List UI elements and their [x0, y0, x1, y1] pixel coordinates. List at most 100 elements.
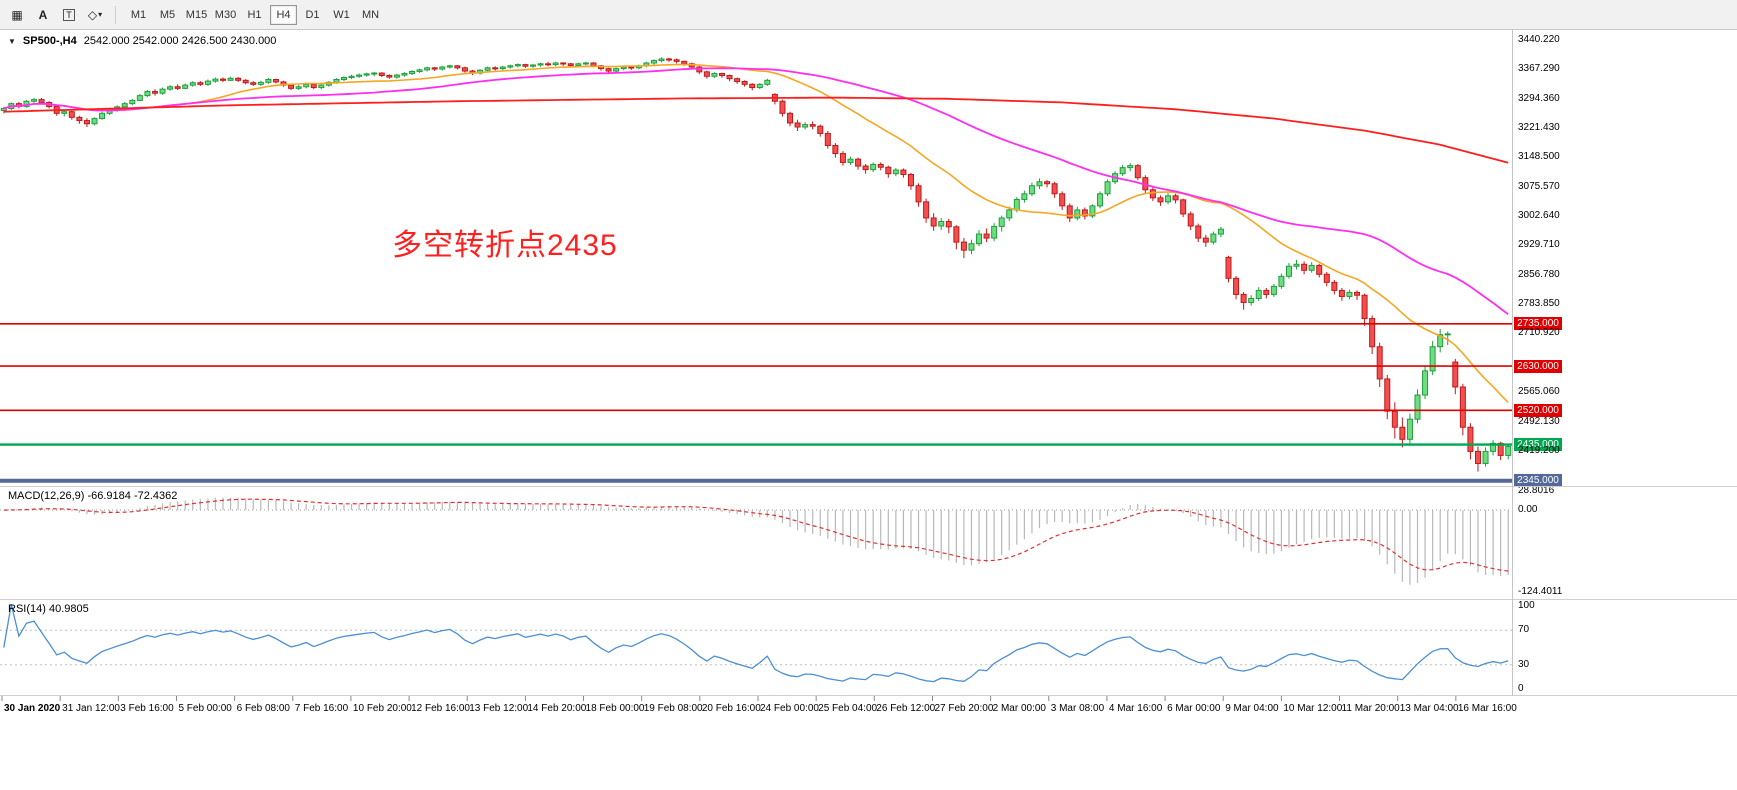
price-chart-panel: ▼ SP500-,H4 2542.000 2542.000 2426.500 2…: [0, 30, 1737, 488]
time-axis[interactable]: 30 Jan 2020 31 Jan 12:00 3 Feb 16:00 5 Feb …: [0, 696, 1737, 790]
rsi-canvas[interactable]: [0, 600, 1737, 695]
macd-signal-line: [3, 498, 1509, 572]
time-axis-label: 26 Feb 12:00: [876, 703, 936, 714]
time-axis-label: 5 Feb 00:00: [178, 703, 232, 714]
ma-mid-line: [3, 67, 1509, 316]
timeframe-button-m5[interactable]: M5: [154, 5, 181, 25]
time-axis-label: 18 Feb 00:00: [585, 703, 645, 714]
panel-separator: [0, 695, 1737, 696]
time-axis-label: 6 Feb 08:00: [236, 703, 290, 714]
text-label-tool-button[interactable]: T: [57, 4, 81, 26]
time-axis-label: 9 Mar 04:00: [1225, 703, 1279, 714]
price-axis-label: 3367.290: [1518, 63, 1560, 75]
top-toolbar: ▦ A T ◇ ▾ M1 M5 M15 M30 H1 H4 D1 W1 MN: [0, 0, 1737, 30]
chevron-down-icon: ▾: [98, 10, 103, 19]
price-axis-label: 3148.500: [1518, 151, 1560, 163]
time-axis-label: 10 Mar 12:00: [1283, 703, 1343, 714]
price-axis-label: 3294.360: [1518, 92, 1560, 104]
time-axis-label: 3 Mar 08:00: [1050, 703, 1105, 714]
time-axis-label: 11 Mar 20:00: [1341, 703, 1400, 714]
grid-icon: ▦: [11, 7, 23, 22]
time-axis-label: 20 Feb 16:00: [701, 703, 761, 714]
timeframe-button-h1[interactable]: H1: [241, 5, 268, 25]
macd-axis-label: 28.8016: [1518, 485, 1555, 497]
toolbar-separator: [115, 5, 116, 24]
time-axis-label: 14 Feb 20:00: [527, 703, 587, 714]
time-axis-label: 25 Feb 04:00: [818, 703, 878, 714]
rsi-axis-label: 0: [1518, 683, 1524, 694]
price-chart-canvas[interactable]: [0, 30, 1737, 486]
price-axis-label: 2710.920: [1518, 327, 1560, 339]
letter-a-tool-button[interactable]: A: [31, 4, 55, 26]
price-axis-label: 3221.430: [1518, 122, 1560, 134]
price-axis-label: 3075.570: [1518, 180, 1560, 192]
rsi-label: RSI(14) 40.9805: [8, 603, 89, 615]
rsi-indicator-panel: RSI(14) 40.9805 100 70 30 0: [0, 600, 1737, 695]
grid-pattern-icon[interactable]: ▦: [5, 4, 29, 26]
shape-icon: ◇: [87, 7, 98, 22]
macd-axis-label: 0.00: [1518, 504, 1538, 516]
timeframe-button-d1[interactable]: D1: [299, 5, 326, 25]
time-axis-label: 13 Mar 04:00: [1399, 703, 1459, 714]
timeframe-button-m30[interactable]: M30: [212, 5, 239, 25]
panel-separator[interactable]: [0, 486, 1737, 487]
rsi-axis-label: 70: [1518, 624, 1530, 636]
price-axis-label: 3440.220: [1518, 33, 1560, 45]
time-axis-label: 6 Mar 00:00: [1167, 703, 1221, 714]
price-axis-label: 2856.780: [1518, 268, 1560, 280]
ma-fast-line: [3, 63, 1509, 403]
macd-canvas[interactable]: [0, 487, 1737, 599]
symbol-dropdown-icon[interactable]: ▼: [8, 36, 16, 46]
macd-histogram: [10, 497, 1509, 585]
chart-title: ▼ SP500-,H4 2542.000 2542.000 2426.500 2…: [8, 35, 276, 47]
time-axis-label: 10 Feb 20:00: [352, 703, 412, 714]
time-axis-label: 13 Feb 12:00: [469, 703, 529, 714]
ma-long-line: [3, 96, 1509, 164]
price-axis-label: 2929.710: [1518, 239, 1560, 251]
timeframe-button-m15[interactable]: M15: [183, 5, 210, 25]
time-axis-label: 24 Feb 00:00: [760, 703, 819, 714]
time-axis-label: 16 Mar 16:00: [1457, 703, 1517, 714]
price-level-badge: 2630.000: [1514, 359, 1562, 373]
shapes-dropdown-button[interactable]: ◇ ▾: [83, 4, 107, 26]
timeframe-button-m1[interactable]: M1: [125, 5, 152, 25]
rsi-line: [3, 604, 1509, 683]
time-axis-label: 19 Feb 08:00: [643, 703, 703, 714]
price-level-badge: 2435.000: [1514, 438, 1562, 452]
chart-text-annotation[interactable]: 多空转折点2435: [392, 229, 618, 262]
time-axis-label: 3 Feb 16:00: [120, 703, 174, 714]
rsi-axis-label: 30: [1518, 658, 1530, 670]
price-level-badge: 2735.000: [1514, 317, 1562, 331]
macd-label: MACD(12,26,9) -66.9184 -72.4362: [8, 490, 178, 502]
macd-indicator-panel: MACD(12,26,9) -66.9184 -72.4362 28.8016 0…: [0, 485, 1737, 599]
candlesticks: [0, 57, 1512, 472]
ohlc-values: 2542.000 2542.000 2426.500 2430.000: [83, 35, 277, 47]
time-axis-label: 12 Feb 16:00: [411, 703, 470, 714]
text-label-icon: T: [63, 8, 75, 21]
price-axis-label: 2783.850: [1518, 298, 1560, 310]
symbol-period-label: SP500-,H4: [22, 35, 77, 47]
time-axis-label: 2 Mar 00:00: [992, 703, 1046, 714]
timeframe-button-w1[interactable]: W1: [328, 5, 355, 25]
timeframe-button-h4[interactable]: H4: [270, 4, 297, 25]
price-axis-label: 2565.060: [1518, 386, 1560, 398]
time-axis-label: 27 Feb 20:00: [934, 703, 994, 714]
panel-separator[interactable]: [0, 599, 1737, 600]
price-axis-label: 3002.640: [1518, 210, 1560, 222]
macd-axis-label: -124.4011: [1518, 586, 1563, 598]
price-level-badge: 2345.000: [1514, 474, 1562, 488]
price-axis-label: 2492.130: [1518, 415, 1560, 427]
price-level-badge: 2520.000: [1514, 403, 1562, 417]
timeframe-button-mn[interactable]: MN: [357, 5, 384, 25]
time-axis-label: 30 Jan 2020: [4, 703, 61, 714]
letter-a-label: A: [38, 7, 48, 22]
time-axis-label: 4 Mar 16:00: [1108, 703, 1163, 714]
time-axis-label: 31 Jan 12:00: [62, 703, 120, 714]
time-axis-label: 7 Feb 16:00: [294, 703, 349, 714]
rsi-axis-label: 100: [1518, 600, 1535, 611]
price-axis-separator: [1512, 30, 1513, 696]
timeframe-button-group: M1 M5 M15 M30 H1 H4 D1 W1 MN: [124, 4, 385, 25]
price-axis-label: 2419.200: [1518, 444, 1560, 456]
time-axis-ticks: [1, 696, 1457, 701]
